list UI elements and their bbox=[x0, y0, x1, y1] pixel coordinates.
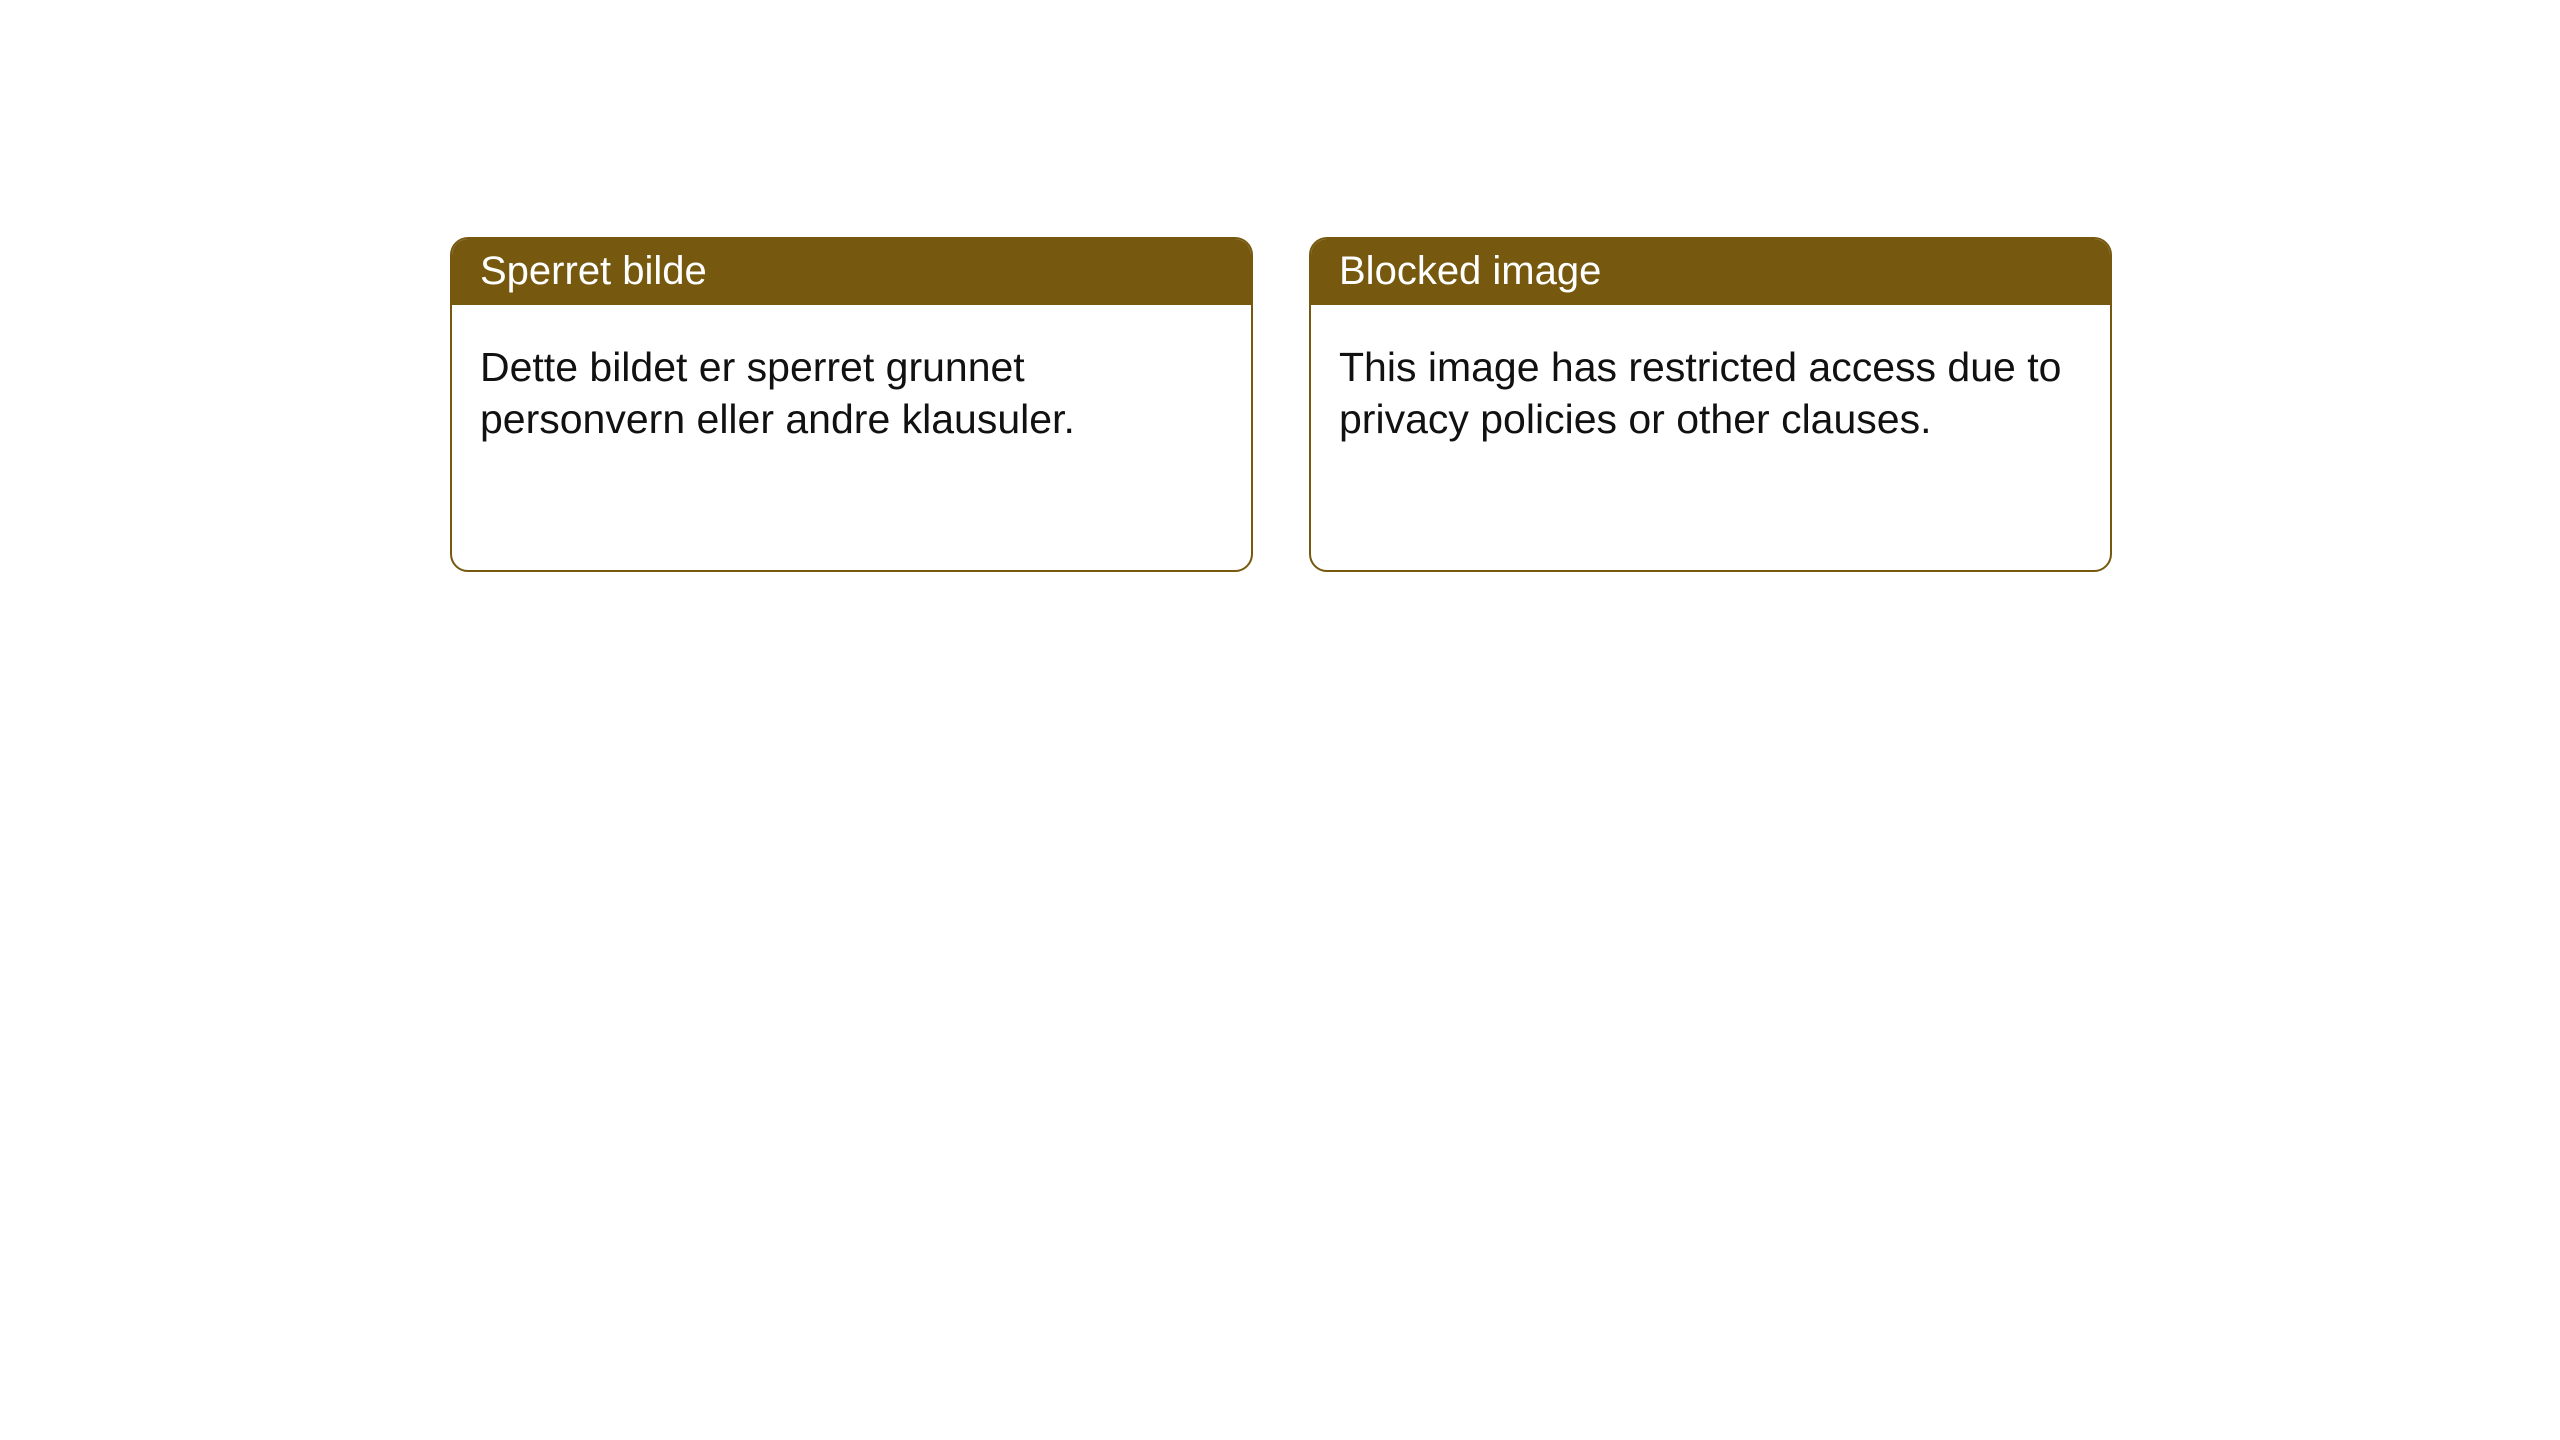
notice-card-no: Sperret bilde Dette bildet er sperret gr… bbox=[450, 237, 1253, 572]
notice-container: Sperret bilde Dette bildet er sperret gr… bbox=[450, 237, 2112, 572]
notice-card-en: Blocked image This image has restricted … bbox=[1309, 237, 2112, 572]
notice-body: This image has restricted access due to … bbox=[1311, 305, 2110, 474]
notice-title: Sperret bilde bbox=[452, 239, 1251, 305]
notice-body: Dette bildet er sperret grunnet personve… bbox=[452, 305, 1251, 474]
notice-title: Blocked image bbox=[1311, 239, 2110, 305]
